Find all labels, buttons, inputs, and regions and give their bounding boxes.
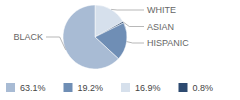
legend-label: 63.1%	[20, 83, 46, 93]
legend-swatch	[6, 83, 15, 92]
leader-line	[123, 22, 144, 26]
legend-label: 19.2%	[78, 83, 104, 93]
legend: 63.1% 19.2% 16.9% 0.8%	[6, 83, 213, 93]
legend-label: 0.8%	[193, 83, 214, 93]
chart: WHITE ASIAN HISPANIC BLACK 63.1% 19.2% 16.9% 0.…	[0, 0, 240, 100]
pie-slice	[63, 5, 118, 69]
pie: WHITE ASIAN HISPANIC BLACK	[13, 5, 189, 69]
leader-line	[111, 9, 144, 11]
slice-label: BLACK	[13, 32, 43, 42]
slice-label: ASIAN	[147, 22, 174, 32]
leader-line	[46, 37, 66, 50]
legend-swatch	[179, 83, 188, 92]
legend-swatch	[64, 83, 73, 92]
leader-line	[127, 42, 144, 43]
legend-label: 16.9%	[135, 83, 161, 93]
slice-label: WHITE	[147, 5, 176, 15]
legend-swatch	[121, 83, 130, 92]
slice-label: HISPANIC	[147, 38, 189, 48]
